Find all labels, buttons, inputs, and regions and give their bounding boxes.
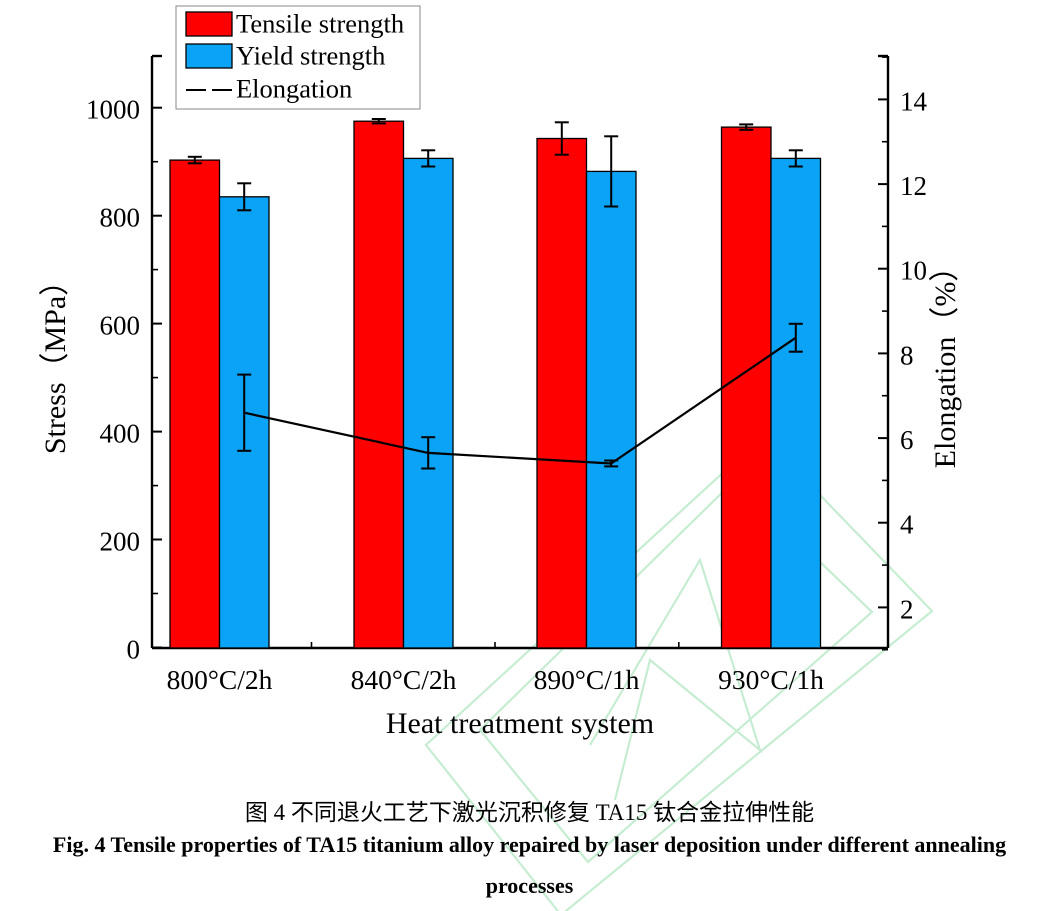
svg-text:Elongation: Elongation xyxy=(236,74,352,104)
svg-text:6: 6 xyxy=(900,425,914,455)
svg-text:400: 400 xyxy=(100,419,141,449)
svg-text:890°C/1h: 890°C/1h xyxy=(534,664,640,695)
svg-text:1000: 1000 xyxy=(86,95,140,125)
svg-text:800: 800 xyxy=(100,203,141,233)
svg-text:0: 0 xyxy=(127,635,141,665)
svg-text:Yield strength: Yield strength xyxy=(236,41,385,71)
svg-text:Heat treatment system: Heat treatment system xyxy=(386,707,654,740)
svg-text:Elongation（%）: Elongation（%） xyxy=(929,252,962,469)
svg-text:600: 600 xyxy=(100,311,141,341)
svg-text:4: 4 xyxy=(900,510,914,540)
svg-text:14: 14 xyxy=(900,86,928,116)
svg-text:930°C/1h: 930°C/1h xyxy=(718,664,824,695)
svg-text:Stress（MPa）: Stress（MPa） xyxy=(39,266,72,454)
svg-text:200: 200 xyxy=(100,527,141,557)
svg-text:Tensile strength: Tensile strength xyxy=(236,9,404,39)
svg-text:12: 12 xyxy=(900,171,927,201)
svg-text:10: 10 xyxy=(900,256,927,286)
svg-text:8: 8 xyxy=(900,340,914,370)
svg-text:840°C/2h: 840°C/2h xyxy=(351,664,457,695)
svg-text:800°C/2h: 800°C/2h xyxy=(167,664,273,695)
svg-text:2: 2 xyxy=(900,594,914,624)
